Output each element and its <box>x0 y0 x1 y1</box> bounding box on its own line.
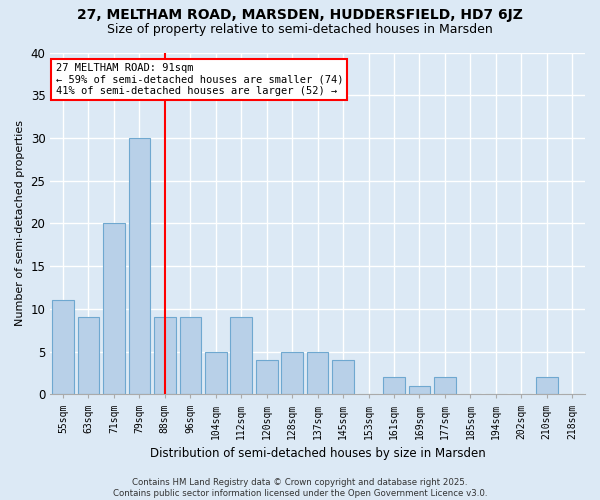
Bar <box>128 138 150 394</box>
Y-axis label: Number of semi-detached properties: Number of semi-detached properties <box>15 120 25 326</box>
Bar <box>205 352 227 395</box>
Bar <box>332 360 354 394</box>
Bar <box>52 300 74 394</box>
Bar <box>154 318 176 394</box>
Bar <box>434 378 456 394</box>
Text: Size of property relative to semi-detached houses in Marsden: Size of property relative to semi-detach… <box>107 22 493 36</box>
Text: 27, MELTHAM ROAD, MARSDEN, HUDDERSFIELD, HD7 6JZ: 27, MELTHAM ROAD, MARSDEN, HUDDERSFIELD,… <box>77 8 523 22</box>
Bar <box>230 318 252 394</box>
X-axis label: Distribution of semi-detached houses by size in Marsden: Distribution of semi-detached houses by … <box>150 447 485 460</box>
Bar <box>383 378 405 394</box>
Bar <box>536 378 557 394</box>
Text: 27 MELTHAM ROAD: 91sqm
← 59% of semi-detached houses are smaller (74)
41% of sem: 27 MELTHAM ROAD: 91sqm ← 59% of semi-det… <box>56 63 343 96</box>
Bar <box>256 360 278 394</box>
Text: Contains HM Land Registry data © Crown copyright and database right 2025.
Contai: Contains HM Land Registry data © Crown c… <box>113 478 487 498</box>
Bar <box>307 352 328 395</box>
Bar <box>103 224 125 394</box>
Bar <box>281 352 303 395</box>
Bar <box>409 386 430 394</box>
Bar <box>77 318 100 394</box>
Bar <box>179 318 201 394</box>
